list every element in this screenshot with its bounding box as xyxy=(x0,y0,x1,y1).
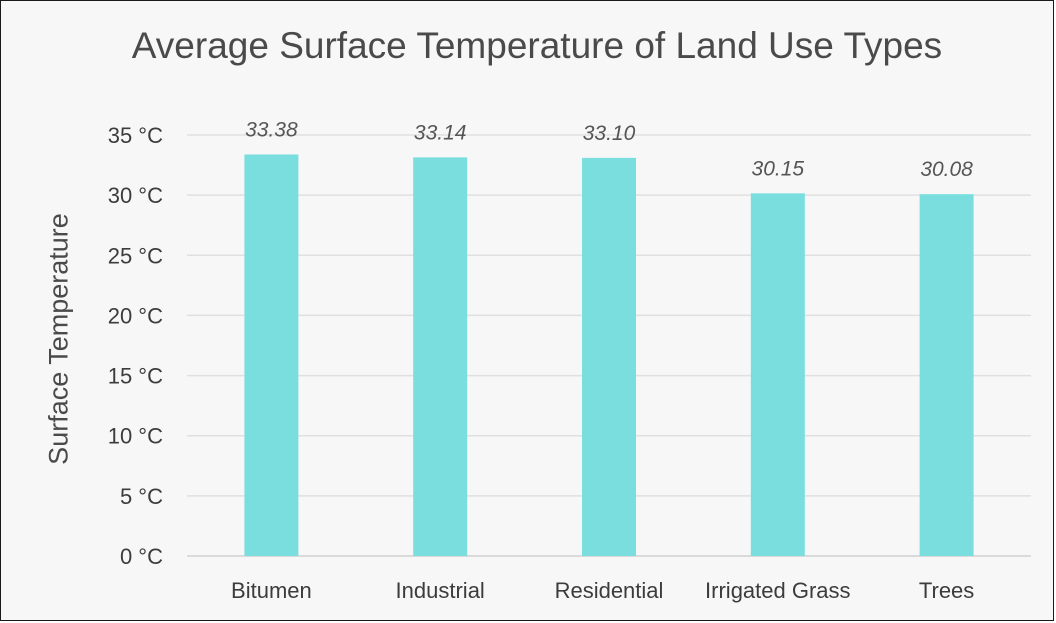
x-tick-label: Bitumen xyxy=(231,578,312,603)
data-label: 33.14 xyxy=(414,121,467,144)
chart-title: Average Surface Temperature of Land Use … xyxy=(131,25,943,66)
bars xyxy=(244,154,974,557)
bar-trees xyxy=(919,194,974,556)
bar-industrial xyxy=(413,157,468,556)
x-tick-label: Industrial xyxy=(396,578,485,603)
y-tick-label: 25 °C xyxy=(108,243,163,268)
data-labels: 33.38 33.14 33.10 30.15 30.08 xyxy=(245,118,973,181)
bar-bitumen xyxy=(244,154,299,557)
bar-irrigated-grass xyxy=(750,193,805,557)
category-labels: Bitumen Industrial Residential Irrigated Gr… xyxy=(231,578,974,603)
data-label: 30.08 xyxy=(920,158,973,181)
data-label: 33.38 xyxy=(245,118,298,141)
y-tick-label: 5 °C xyxy=(120,484,163,509)
y-tick-label: 30 °C xyxy=(108,183,163,208)
data-label: 33.10 xyxy=(583,122,636,145)
x-tick-label: Residential xyxy=(555,578,664,603)
y-tick-label: 10 °C xyxy=(108,424,163,449)
data-label: 30.15 xyxy=(752,157,805,180)
y-tick-label: 20 °C xyxy=(108,303,163,328)
y-tick-label: 15 °C xyxy=(108,364,163,389)
x-tick-label: Trees xyxy=(919,578,974,603)
y-tick-label: 35 °C xyxy=(108,123,163,148)
x-tick-label: Irrigated Grass xyxy=(705,578,851,603)
y-tick-labels: 0 °C 5 °C 10 °C 15 °C 20 °C 25 °C 30 °C 35 °C xyxy=(108,123,163,569)
y-tick-label: 0 °C xyxy=(120,544,163,569)
bar-residential xyxy=(582,157,636,556)
